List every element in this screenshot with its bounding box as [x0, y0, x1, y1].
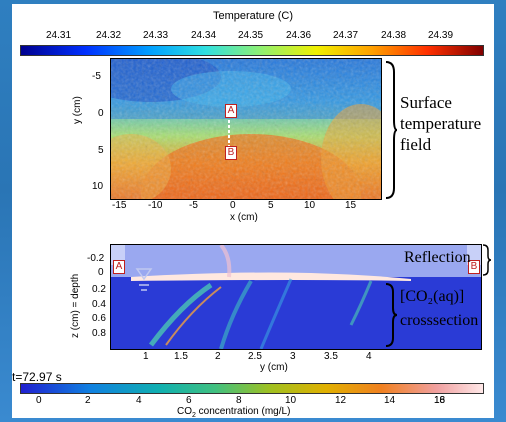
crosssection-x-tick: 1 [143, 351, 149, 362]
crosssection-x-tick: 1.5 [174, 351, 188, 362]
crosssection-y-tick: 0.2 [92, 284, 106, 295]
crosssection-x-axis-label: y (cm) [260, 362, 288, 373]
co2-title-prefix: CO [177, 406, 192, 417]
co2-crosssection-field [110, 244, 482, 350]
crosssection-y-axis-label: z (cm) = depth [70, 273, 81, 338]
crosssection-image [111, 245, 481, 349]
crosssection-x-tick: 3 [290, 351, 296, 362]
co2-colorbar [20, 383, 484, 394]
surface-annotation-line-3: field [400, 135, 432, 154]
marker-b-crosssection: B [468, 260, 480, 274]
surface-annotation-line-1: Surface [400, 93, 452, 112]
co2-tick: 16 [434, 395, 446, 406]
co2-title-suffix: concentration (mg/L) [195, 406, 291, 417]
surface-y-tick: 10 [92, 181, 104, 192]
co2-tick: 12 [335, 395, 347, 406]
surface-brace [385, 61, 398, 199]
temperature-tick: 24.36 [286, 30, 312, 41]
co2-tick: 8 [236, 395, 242, 406]
crosssection-x-tick: 2 [215, 351, 221, 362]
surface-x-tick: 0 [230, 200, 236, 211]
surface-y-tick: 5 [98, 145, 104, 156]
reflection-annotation: Reflection [404, 249, 471, 266]
co2-tick-18: 18 [434, 395, 446, 406]
temperature-tick: 24.33 [143, 30, 169, 41]
surface-y-axis-label: y (cm) [72, 96, 83, 124]
marker-b-surface: B [225, 146, 237, 160]
temperature-tick: 24.35 [238, 30, 264, 41]
surface-x-tick: 10 [304, 200, 316, 211]
crosssection-y-tick: 0.6 [92, 313, 106, 324]
crosssection-brace [385, 283, 398, 347]
temperature-tick: 24.34 [191, 30, 217, 41]
co2-tick: 2 [85, 395, 91, 406]
temperature-tick: 24.37 [333, 30, 359, 41]
reflection-brace [482, 244, 492, 276]
temperature-tick: 24.32 [96, 30, 122, 41]
temperature-tick: 24.39 [428, 30, 454, 41]
surface-x-axis-label: x (cm) [230, 212, 258, 223]
co2-colorbar-title: CO2 concentration (mg/L) [177, 406, 290, 419]
crosssection-x-tick: 2.5 [248, 351, 262, 362]
co2-title-subscript: 2 [192, 412, 196, 419]
co2-tick: 4 [136, 395, 142, 406]
crosssection-y-tick: 0 [98, 267, 104, 278]
temperature-colorbar [20, 45, 484, 56]
surface-x-tick: -10 [148, 200, 163, 211]
temperature-colorbar-title: Temperature (C) [212, 10, 294, 22]
marker-a-surface: A [225, 104, 237, 118]
figure-panel: Temperature (C) 24.31 24.32 24.33 24.34 … [12, 4, 494, 419]
crosssection-annotation-2: crosssection [400, 312, 479, 329]
surface-x-tick: -15 [112, 200, 127, 211]
temperature-tick: 24.38 [381, 30, 407, 41]
surface-x-tick: -5 [189, 200, 198, 211]
crosssection-y-tick: -0.2 [87, 253, 105, 264]
marker-a-crosssection: A [113, 260, 125, 274]
surface-annotation-line-2: temperature [400, 114, 482, 133]
co2-tick: 10 [285, 395, 297, 406]
co2-tick: 6 [186, 395, 192, 406]
surface-y-tick: 0 [98, 108, 104, 119]
crosssection-y-tick: 0.4 [92, 299, 106, 310]
co2-tick: 0 [36, 395, 42, 406]
crosssection-annotation-1: [CO₂(aq)] [400, 288, 465, 305]
temperature-field-image [111, 59, 381, 199]
surface-x-tick: 5 [268, 200, 274, 211]
surface-x-tick: 15 [345, 200, 357, 211]
crosssection-x-tick: 4 [366, 351, 372, 362]
surface-temperature-field [110, 58, 382, 200]
crosssection-x-tick: 3.5 [324, 351, 338, 362]
surface-y-tick: -5 [92, 71, 101, 82]
time-label: t=72.97 s [12, 370, 62, 384]
temperature-tick: 24.31 [46, 30, 72, 41]
crosssection-y-tick: 0.8 [92, 328, 106, 339]
co2-tick: 14 [384, 395, 396, 406]
